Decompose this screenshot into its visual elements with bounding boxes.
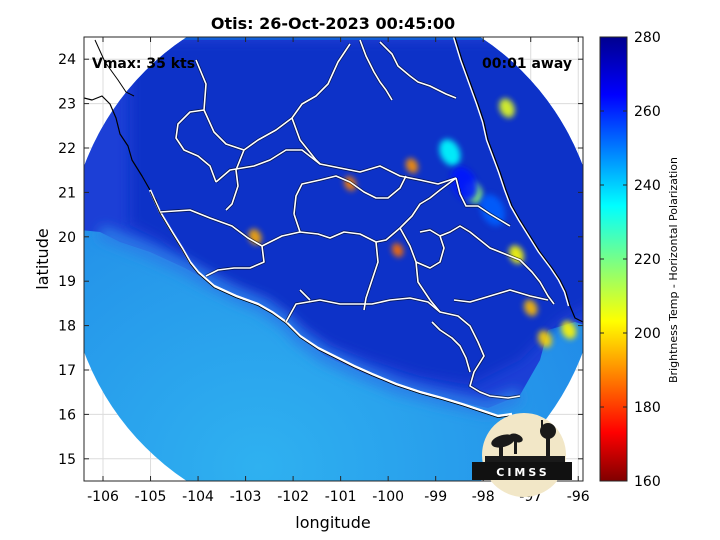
anomaly-spot: [450, 166, 478, 201]
coastline-gulf: [454, 37, 583, 323]
x-tick-label: -99: [424, 489, 447, 505]
anomaly-spot: [405, 158, 419, 174]
y-tick-label: 17: [58, 363, 76, 379]
cimss-logo: CIMSS: [472, 413, 572, 497]
y-tick-label: 18: [58, 319, 76, 335]
anomaly-spot: [439, 139, 461, 166]
colorbar-bar: [599, 36, 628, 482]
colorbar-tick-label: 200: [634, 326, 661, 342]
colorbar-tick-label: 180: [634, 400, 661, 416]
y-tick-label: 16: [58, 407, 76, 423]
vmax-annotation: Vmax: 35 kts: [92, 56, 195, 72]
coastline-pacific: [148, 189, 513, 418]
y-tick-label: 15: [58, 452, 76, 468]
logo-text: CIMSS: [496, 466, 549, 479]
x-tick-label: -104: [182, 489, 214, 505]
coastline-gulf-tip: [94, 39, 135, 97]
coastline-pacific-outline: [149, 191, 513, 419]
y-axis-label: latitude: [33, 228, 52, 289]
colorbar-tick-label: 160: [634, 474, 661, 490]
colorbar-tick-label: 260: [634, 104, 661, 120]
logo-figures: [485, 420, 565, 462]
x-tick-label: -101: [325, 489, 357, 505]
time-away-annotation: 00:01 away: [482, 56, 572, 72]
x-axis-ticks: -106 -105 -104 -103 -102 -101 -100 -99 -98 -97 -96: [87, 37, 590, 505]
y-tick-label: 19: [58, 274, 76, 290]
logo-banner: [472, 462, 572, 480]
colorbar-ticks: 160 180 200 220 240 260 280: [600, 30, 661, 490]
anomaly-spot: [499, 98, 515, 118]
coastline-northwest: [84, 95, 173, 233]
x-tick-label: -98: [472, 489, 495, 505]
y-tick-label: 24: [58, 52, 76, 68]
chart-title: Otis: 26-Oct-2023 00:45:00: [211, 14, 455, 33]
x-tick-label: -106: [87, 489, 119, 505]
y-tick-label: 21: [58, 185, 76, 201]
colorbar-tick-label: 220: [634, 252, 661, 268]
colorbar-tick-label: 240: [634, 178, 661, 194]
anomaly-spot: [561, 320, 577, 340]
boundaries: [84, 37, 583, 419]
y-tick-label: 20: [58, 230, 76, 246]
y-tick-label: 23: [58, 97, 76, 113]
axes-frame: [83, 36, 584, 482]
x-tick-label: -100: [372, 489, 404, 505]
colorbar-label: Brightness Temp - Horizontal Polarizatio…: [667, 157, 680, 383]
x-tick-label: -105: [135, 489, 167, 505]
x-tick-label: -103: [230, 489, 262, 505]
x-axis-label: longitude: [295, 513, 370, 532]
colorbar-tick-label: 280: [634, 30, 661, 46]
coastline-gulf-white: [452, 37, 570, 307]
y-tick-label: 22: [58, 141, 76, 157]
anomaly-spot: [524, 299, 538, 316]
anomaly-spot: [391, 243, 404, 258]
y-axis-ticks: 15 16 17 18 19 20 21 22 23 24: [58, 52, 583, 468]
anomaly-spot: [537, 330, 552, 348]
x-tick-label: -96: [567, 489, 590, 505]
x-tick-label: -102: [277, 489, 309, 505]
